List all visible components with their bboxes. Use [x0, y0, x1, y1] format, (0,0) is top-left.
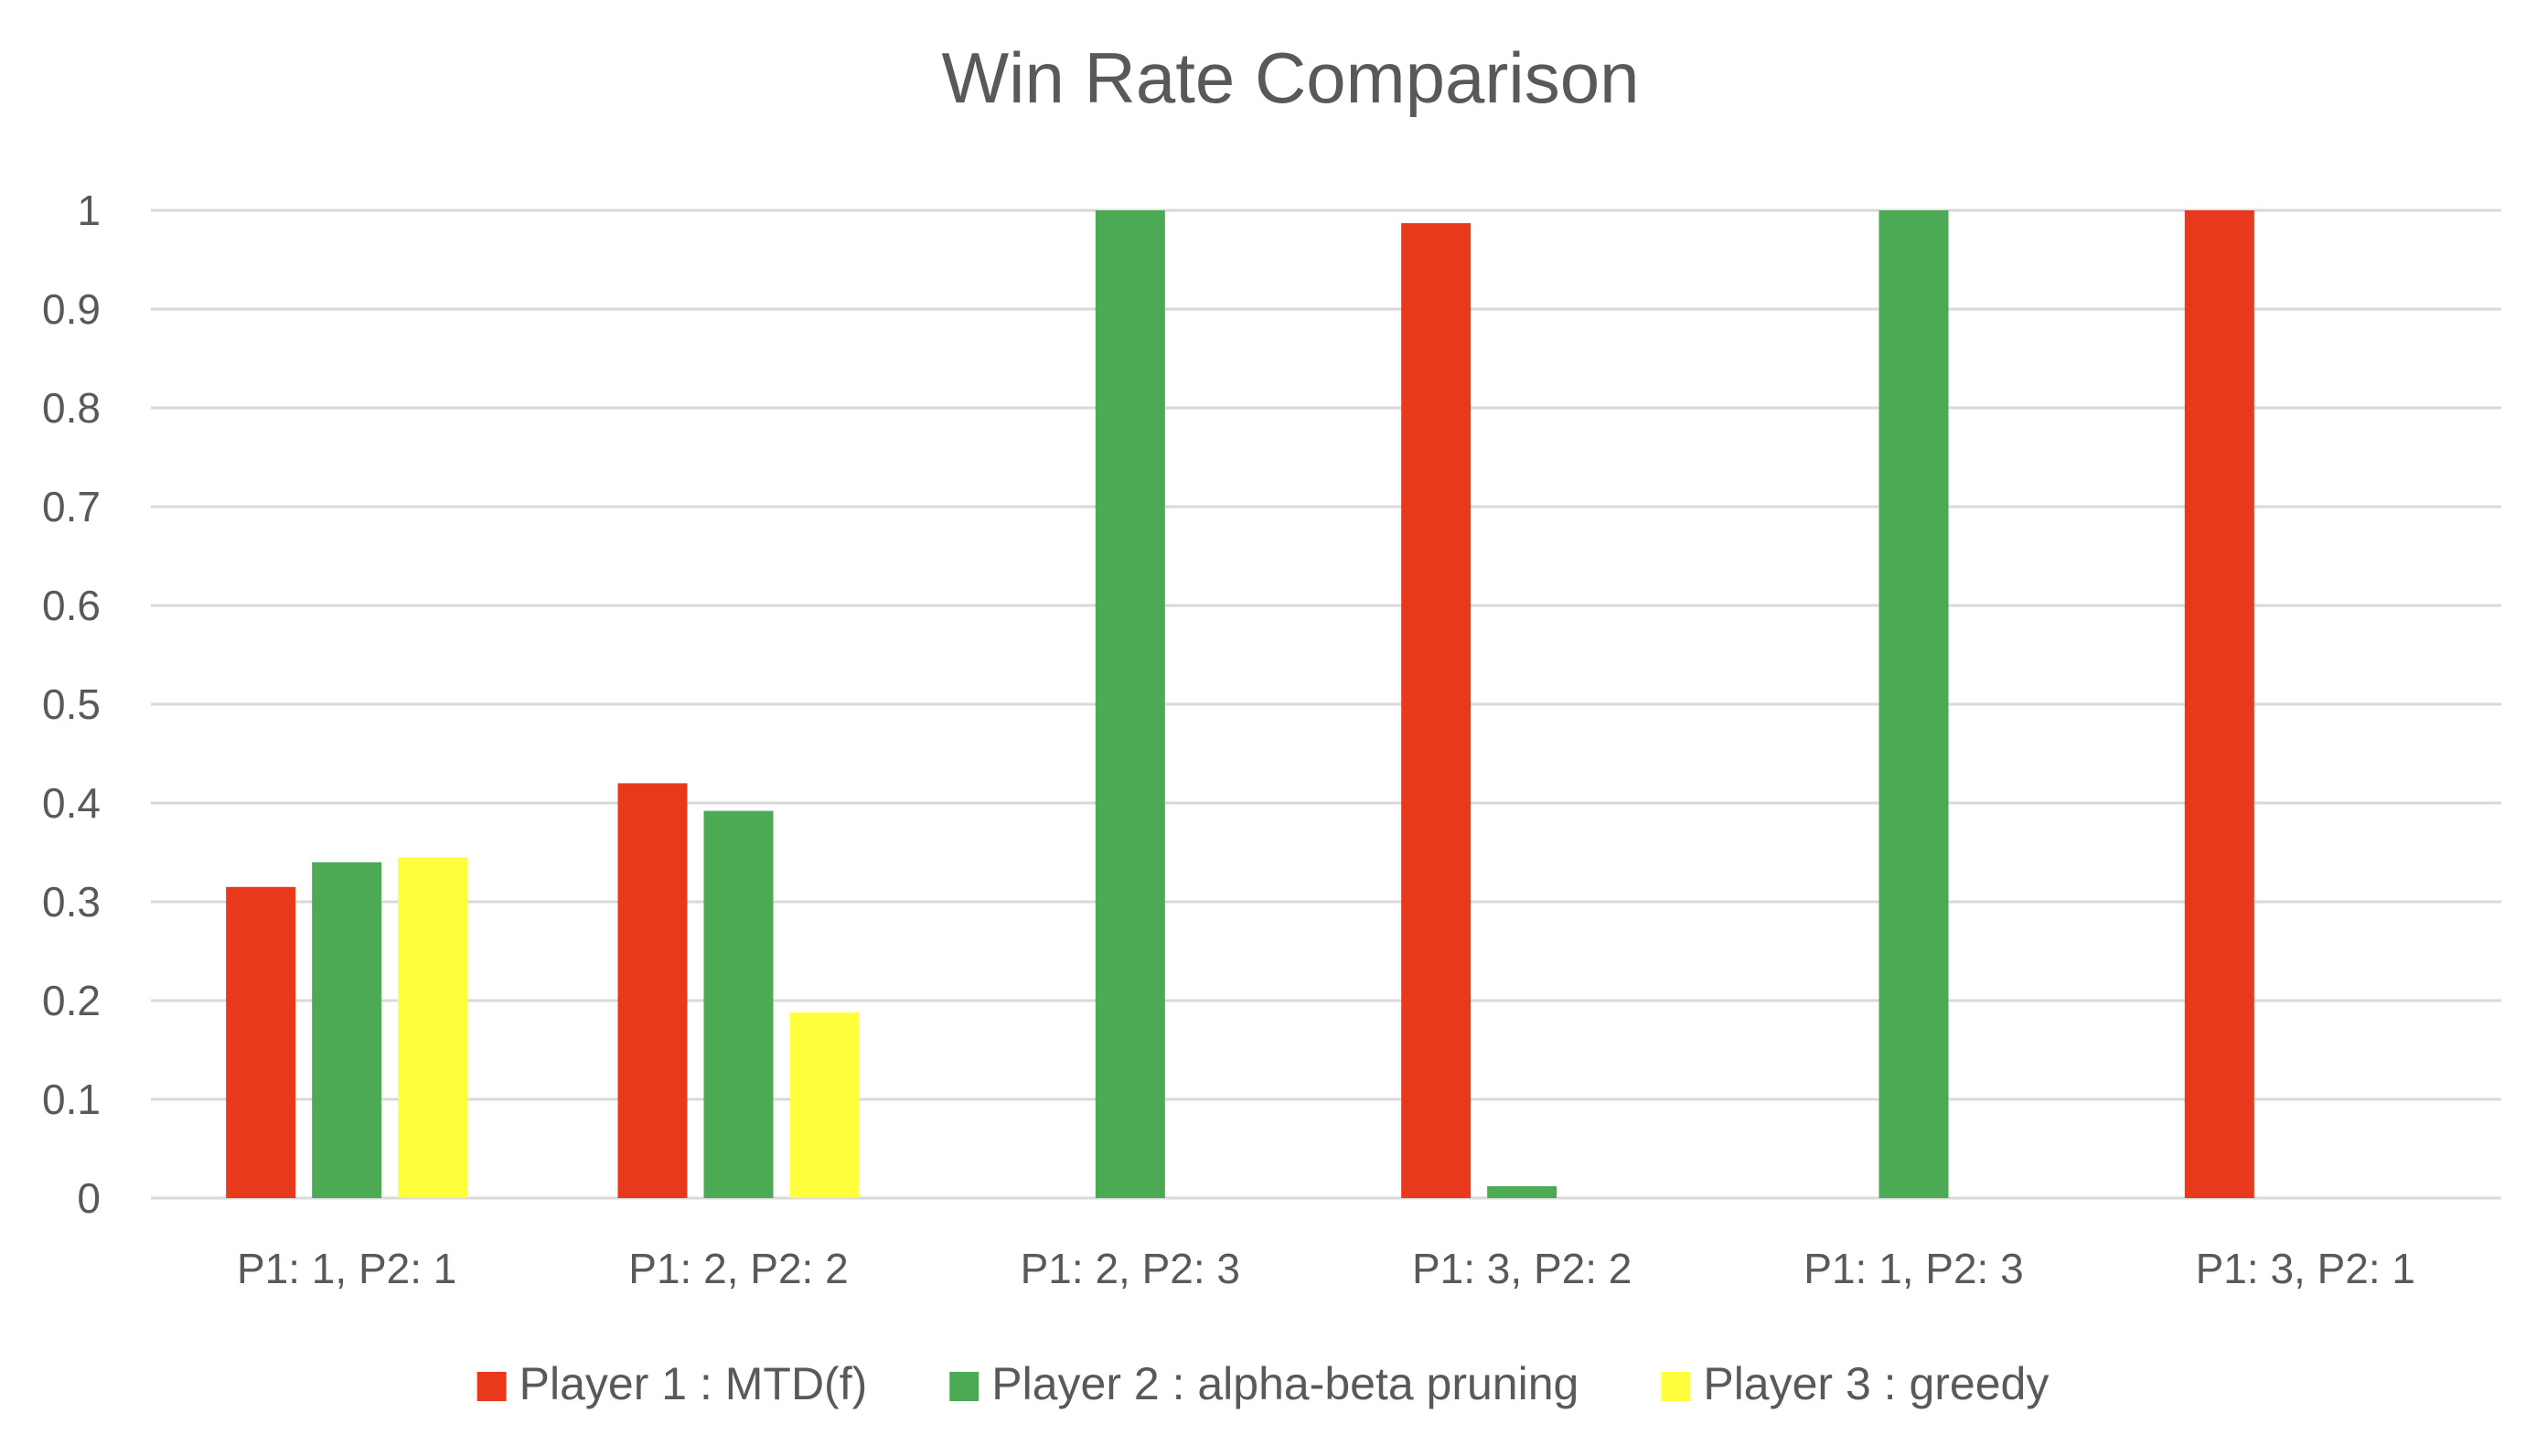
bar	[1487, 1186, 1557, 1198]
y-tick-label: 0.5	[42, 680, 101, 728]
x-tick-label: P1: 3, P2: 2	[1412, 1245, 1632, 1292]
legend-item: Player 3 : greedy	[1661, 1358, 2049, 1409]
x-axis-tick-labels: P1: 1, P2: 1 P1: 2, P2: 2 P1: 2, P2: 3 P1: …	[237, 1245, 2415, 1292]
legend-label: Player 1 : MTD(f)	[519, 1358, 868, 1409]
x-tick-label: P1: 1, P2: 1	[237, 1245, 456, 1292]
legend-swatch	[1661, 1372, 1691, 1401]
x-tick-label: P1: 1, P2: 3	[1804, 1245, 2023, 1292]
y-tick-label: 0.7	[42, 483, 101, 530]
legend-label: Player 3 : greedy	[1703, 1358, 2049, 1409]
bar	[703, 810, 774, 1198]
bars	[226, 210, 2254, 1198]
bar	[398, 857, 468, 1198]
y-tick-label: 0.3	[42, 878, 101, 926]
chart-title: Win Rate Comparison	[942, 37, 1640, 118]
bar	[2184, 210, 2254, 1198]
y-tick-label: 0	[77, 1174, 101, 1222]
legend-swatch	[476, 1372, 507, 1401]
x-tick-label: P1: 2, P2: 3	[1021, 1245, 1240, 1292]
bar	[312, 862, 382, 1198]
y-tick-label: 0.2	[42, 977, 101, 1024]
y-tick-label: 0.9	[42, 285, 101, 333]
legend-item: Player 1 : MTD(f)	[476, 1358, 868, 1409]
y-tick-label: 0.8	[42, 384, 101, 432]
y-tick-label: 0.4	[42, 779, 101, 827]
y-tick-label: 0.1	[42, 1076, 101, 1123]
x-tick-label: P1: 2, P2: 2	[628, 1245, 848, 1292]
gridlines	[151, 209, 2501, 1200]
y-axis-tick-labels: 0 0.1 0.2 0.3 0.4 0.5 0.6 0.7 0.8 0.9 1	[42, 187, 101, 1222]
bar	[789, 1012, 860, 1198]
y-tick-label: 0.6	[42, 582, 101, 629]
x-tick-label: P1: 3, P2: 1	[2196, 1245, 2415, 1292]
bar	[1095, 210, 1165, 1198]
bar	[226, 886, 296, 1198]
bar	[1401, 223, 1472, 1198]
legend-label: Player 2 : alpha-beta pruning	[991, 1358, 1579, 1409]
legend-swatch	[949, 1372, 979, 1401]
legend: Player 1 : MTD(f) Player 2 : alpha-beta p…	[476, 1358, 2049, 1409]
y-tick-label: 1	[77, 187, 101, 234]
bar	[617, 783, 688, 1198]
legend-item: Player 2 : alpha-beta pruning	[949, 1358, 1579, 1409]
bar	[1878, 210, 1949, 1198]
